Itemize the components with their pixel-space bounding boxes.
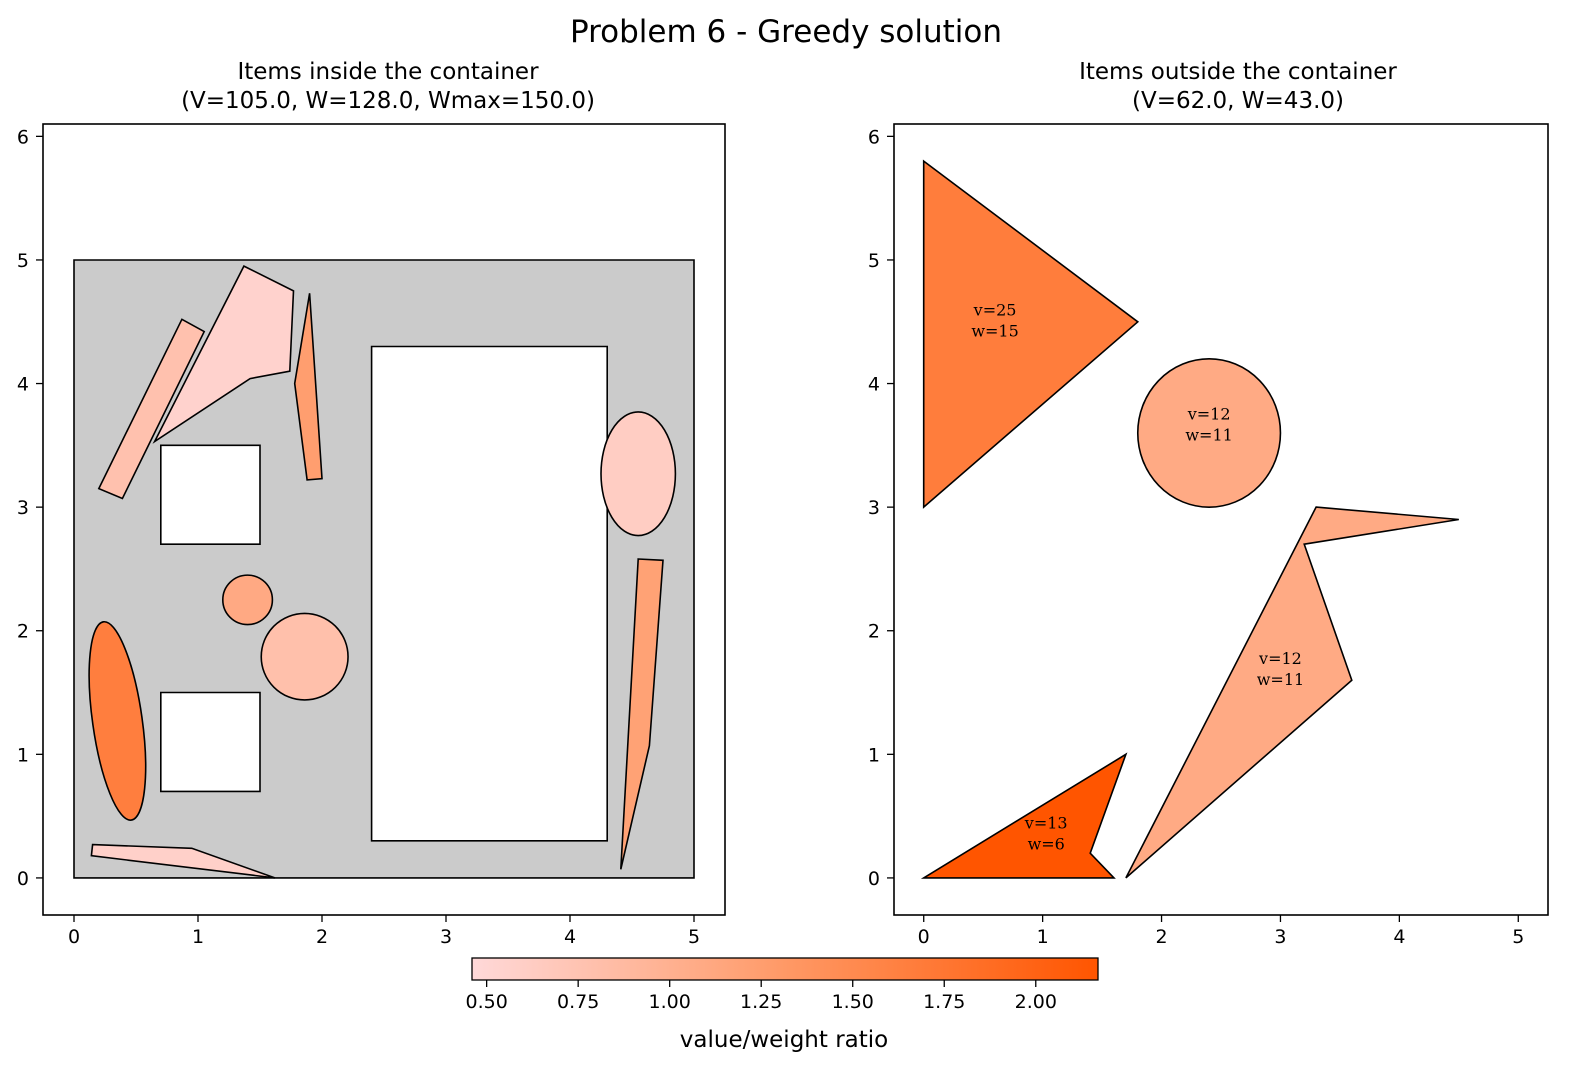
right-annotation-4-weight: w=6 (1028, 834, 1065, 853)
left-item-1-polygon (97, 318, 206, 500)
left-ytick-label: 3 (17, 497, 29, 519)
right-annotation-1-value: v=25 (973, 301, 1017, 320)
right-item-4-polygon (920, 752, 1128, 879)
right-ytick-label: 5 (868, 250, 880, 272)
right-ytick-label: 6 (868, 126, 880, 148)
container-hole-2 (160, 691, 261, 793)
left-xtick-label: 4 (564, 926, 576, 948)
right-item-3-polygon (1125, 506, 1459, 879)
right-annotation-3-weight: w=11 (1257, 670, 1304, 689)
right-axes-title-line2: (V=62.0, W=43.0) (1132, 88, 1344, 114)
left-item-2-polygon (152, 265, 295, 444)
left-ytick-label: 1 (17, 744, 29, 766)
colorbar-tick-label: 0.75 (557, 991, 599, 1013)
right-xtick-label: 5 (1512, 926, 1524, 948)
right-annotation-4-value: v=13 (1024, 813, 1068, 832)
right-ytick-label: 3 (868, 497, 880, 519)
left-xtick-label: 5 (688, 926, 700, 948)
colorbar-label: value/weight ratio (680, 1027, 888, 1053)
right-item-2-circle (1136, 358, 1282, 508)
right-item-1-polygon (922, 159, 1140, 509)
right-ytick-label: 4 (868, 374, 880, 396)
colorbar-tick-label: 1.00 (649, 991, 691, 1013)
left-ytick-label: 0 (17, 868, 29, 890)
container-hole-1 (160, 444, 261, 546)
right-annotation-2-value: v=12 (1187, 404, 1231, 423)
right-xtick-label: 0 (918, 926, 930, 948)
left-ytick-label: 2 (17, 621, 29, 643)
left-ytick-label: 5 (17, 250, 29, 272)
right-annotation-3-value: v=12 (1258, 649, 1302, 668)
colorbar-gradient (471, 957, 1099, 981)
right-axes-title-line1: Items outside the container (1079, 59, 1397, 85)
left-xtick-label: 0 (68, 926, 80, 948)
left-item-4-ellipse (600, 411, 677, 537)
colorbar-tick-label: 1.25 (740, 991, 782, 1013)
left-item-5-polygon (620, 558, 664, 870)
right-ytick-label: 0 (868, 868, 880, 890)
left-xtick-label: 3 (440, 926, 452, 948)
colorbar-tick-label: 1.75 (923, 991, 965, 1013)
container-hole-3 (370, 345, 609, 842)
right-ytick-label: 2 (868, 621, 880, 643)
colorbar-tick-label: 2.00 (1015, 991, 1057, 1013)
colorbar-tick-label: 1.50 (832, 991, 874, 1013)
right-annotation-2-weight: w=11 (1185, 425, 1232, 444)
left-item-8-ellipse (88, 620, 147, 821)
left-axes-title-line1: Items inside the container (237, 59, 539, 85)
left-axes-title-line2: (V=105.0, W=128.0, Wmax=150.0) (181, 88, 595, 114)
right-xtick-label: 4 (1393, 926, 1405, 948)
left-ytick-label: 4 (17, 374, 29, 396)
right-xtick-label: 1 (1037, 926, 1049, 948)
left-item-3-polygon (293, 293, 323, 481)
left-item-6-circle (222, 574, 274, 626)
left-axes-frame (42, 123, 726, 916)
right-axes-frame (893, 123, 1549, 916)
left-ytick-label: 6 (17, 126, 29, 148)
right-axes: Items outside the container (V=62.0, W=4… (868, 59, 1549, 948)
left-item-7-circle (260, 612, 349, 701)
colorbar: 0.50 0.75 1.00 1.25 1.50 1.75 2.00 value/weigh… (465, 957, 1099, 1053)
figure-title: Problem 6 - Greedy solution (570, 14, 1002, 50)
colorbar-tick-label: 0.50 (465, 991, 507, 1013)
right-annotation-1-weight: w=15 (971, 322, 1018, 341)
left-xtick-label: 1 (192, 926, 204, 948)
left-xtick-label: 2 (316, 926, 328, 948)
right-ytick-label: 1 (868, 744, 880, 766)
left-item-9-polygon (90, 843, 276, 879)
right-xtick-label: 2 (1155, 926, 1167, 948)
right-xtick-label: 3 (1274, 926, 1286, 948)
left-axes: Items inside the container (V=105.0, W=1… (17, 59, 726, 948)
